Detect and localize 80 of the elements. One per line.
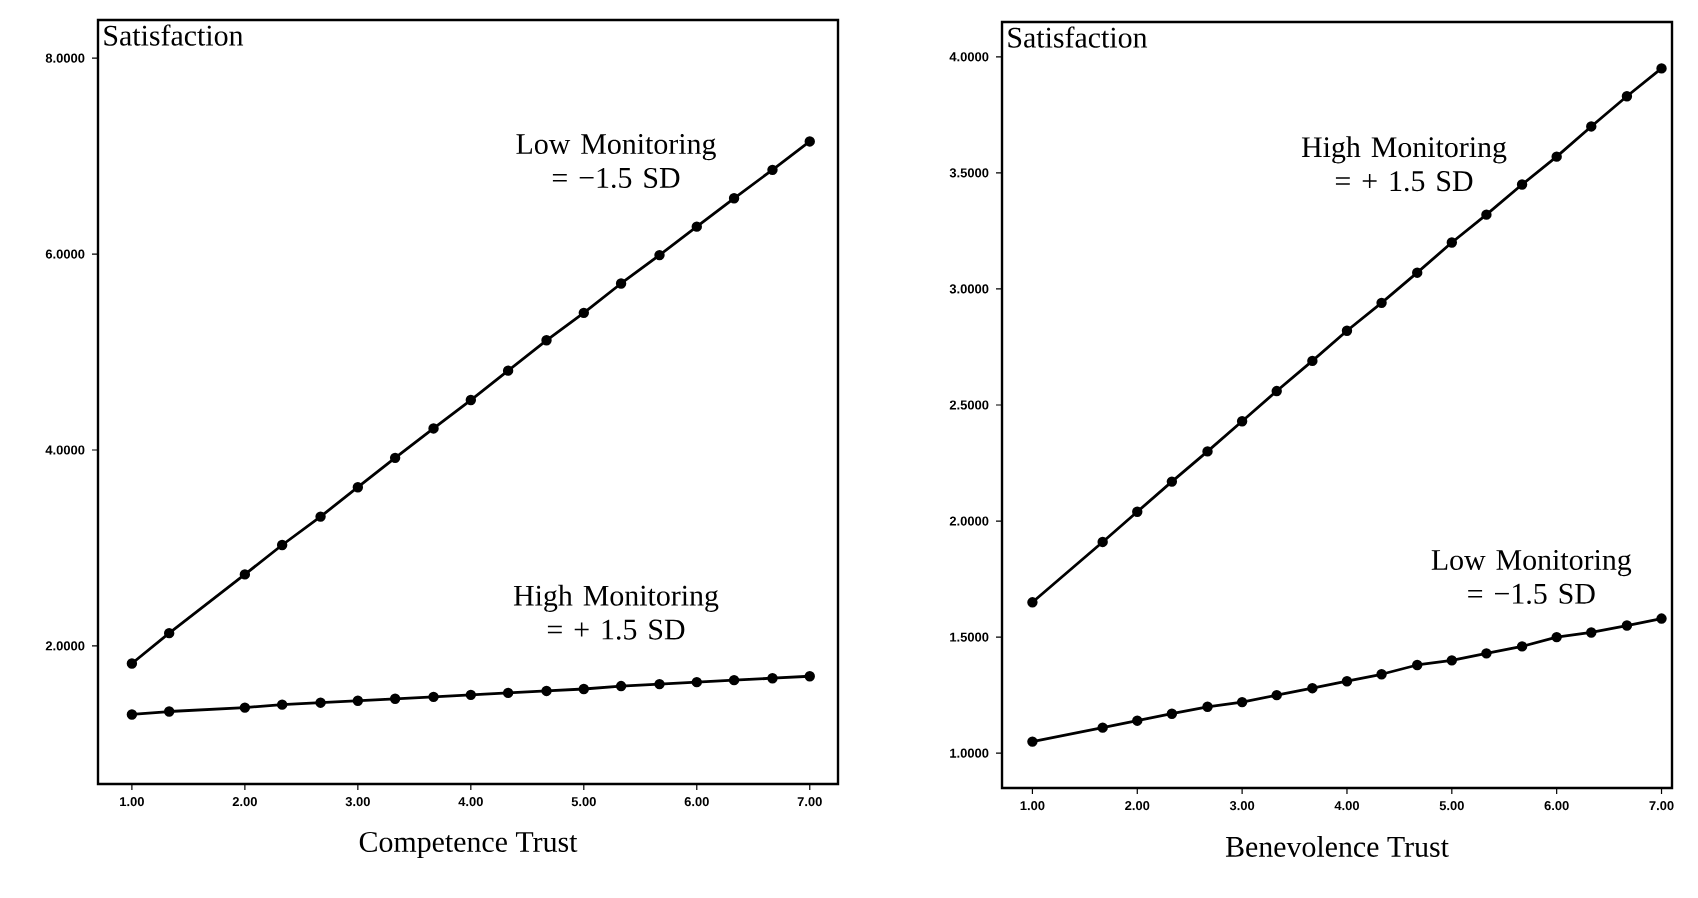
point	[1166, 476, 1178, 487]
point	[389, 452, 401, 464]
point	[1027, 736, 1038, 747]
point	[1446, 237, 1458, 248]
point	[1516, 179, 1528, 190]
point	[615, 680, 627, 692]
point	[728, 193, 740, 204]
point	[1656, 613, 1667, 624]
point	[1132, 715, 1143, 726]
point	[1412, 659, 1423, 671]
point	[804, 136, 815, 147]
point	[465, 689, 477, 701]
point	[239, 569, 251, 580]
point	[654, 678, 665, 690]
point	[428, 691, 439, 703]
point	[1446, 655, 1458, 666]
point	[352, 482, 364, 493]
point	[428, 423, 439, 434]
point	[502, 687, 514, 699]
point	[578, 307, 590, 319]
point	[578, 683, 590, 695]
point	[728, 674, 740, 686]
point	[1376, 669, 1387, 680]
point	[1132, 506, 1143, 517]
point	[1097, 722, 1108, 733]
point	[352, 695, 364, 706]
point	[126, 709, 138, 720]
point	[465, 394, 477, 406]
point	[1516, 641, 1528, 652]
x-axis-title: Benevolence Trust	[1225, 835, 1449, 857]
series-label: Low Monitoring = −1.5 SD	[516, 134, 716, 189]
point	[1586, 627, 1597, 638]
point	[654, 249, 665, 261]
point	[767, 673, 778, 684]
point	[1586, 121, 1597, 132]
point	[1341, 676, 1353, 687]
point	[1236, 696, 1248, 708]
point	[767, 164, 778, 176]
point	[691, 221, 702, 232]
point	[126, 658, 138, 669]
point	[615, 278, 627, 289]
point	[541, 685, 552, 697]
point	[1551, 151, 1562, 162]
point	[1097, 536, 1108, 548]
y-axis-title: Satisfaction	[1008, 26, 1148, 48]
point	[1656, 63, 1667, 74]
point	[163, 706, 175, 717]
point	[1202, 446, 1213, 457]
point	[389, 693, 401, 704]
point	[1621, 91, 1633, 102]
y-axis-title: Satisfaction	[104, 24, 244, 46]
series-label: High Monitoring = + 1.5 SD	[513, 584, 719, 640]
point	[1236, 416, 1248, 427]
point	[1307, 682, 1318, 694]
point	[1412, 267, 1423, 278]
point	[1621, 620, 1633, 631]
point	[163, 627, 175, 639]
x-axis-title: Competence Trust	[359, 831, 578, 859]
point	[1202, 701, 1213, 712]
point	[1271, 689, 1282, 701]
point	[315, 511, 326, 522]
point	[1341, 325, 1353, 336]
point	[1481, 209, 1492, 220]
point	[691, 676, 702, 688]
point	[541, 335, 552, 346]
point	[1027, 597, 1038, 608]
point	[1307, 355, 1318, 367]
point	[502, 365, 514, 376]
point	[1271, 385, 1282, 397]
point	[1376, 297, 1387, 309]
series-label: Low Monitoring = −1.5 SD	[1431, 549, 1632, 605]
point	[1551, 631, 1562, 643]
point	[1481, 648, 1492, 659]
point	[804, 671, 815, 682]
point	[276, 539, 288, 551]
point	[315, 697, 326, 708]
point	[239, 702, 251, 713]
point	[276, 699, 288, 710]
point	[1166, 708, 1178, 719]
series-label: High Monitoring = + 1.5 SD	[1301, 136, 1507, 192]
